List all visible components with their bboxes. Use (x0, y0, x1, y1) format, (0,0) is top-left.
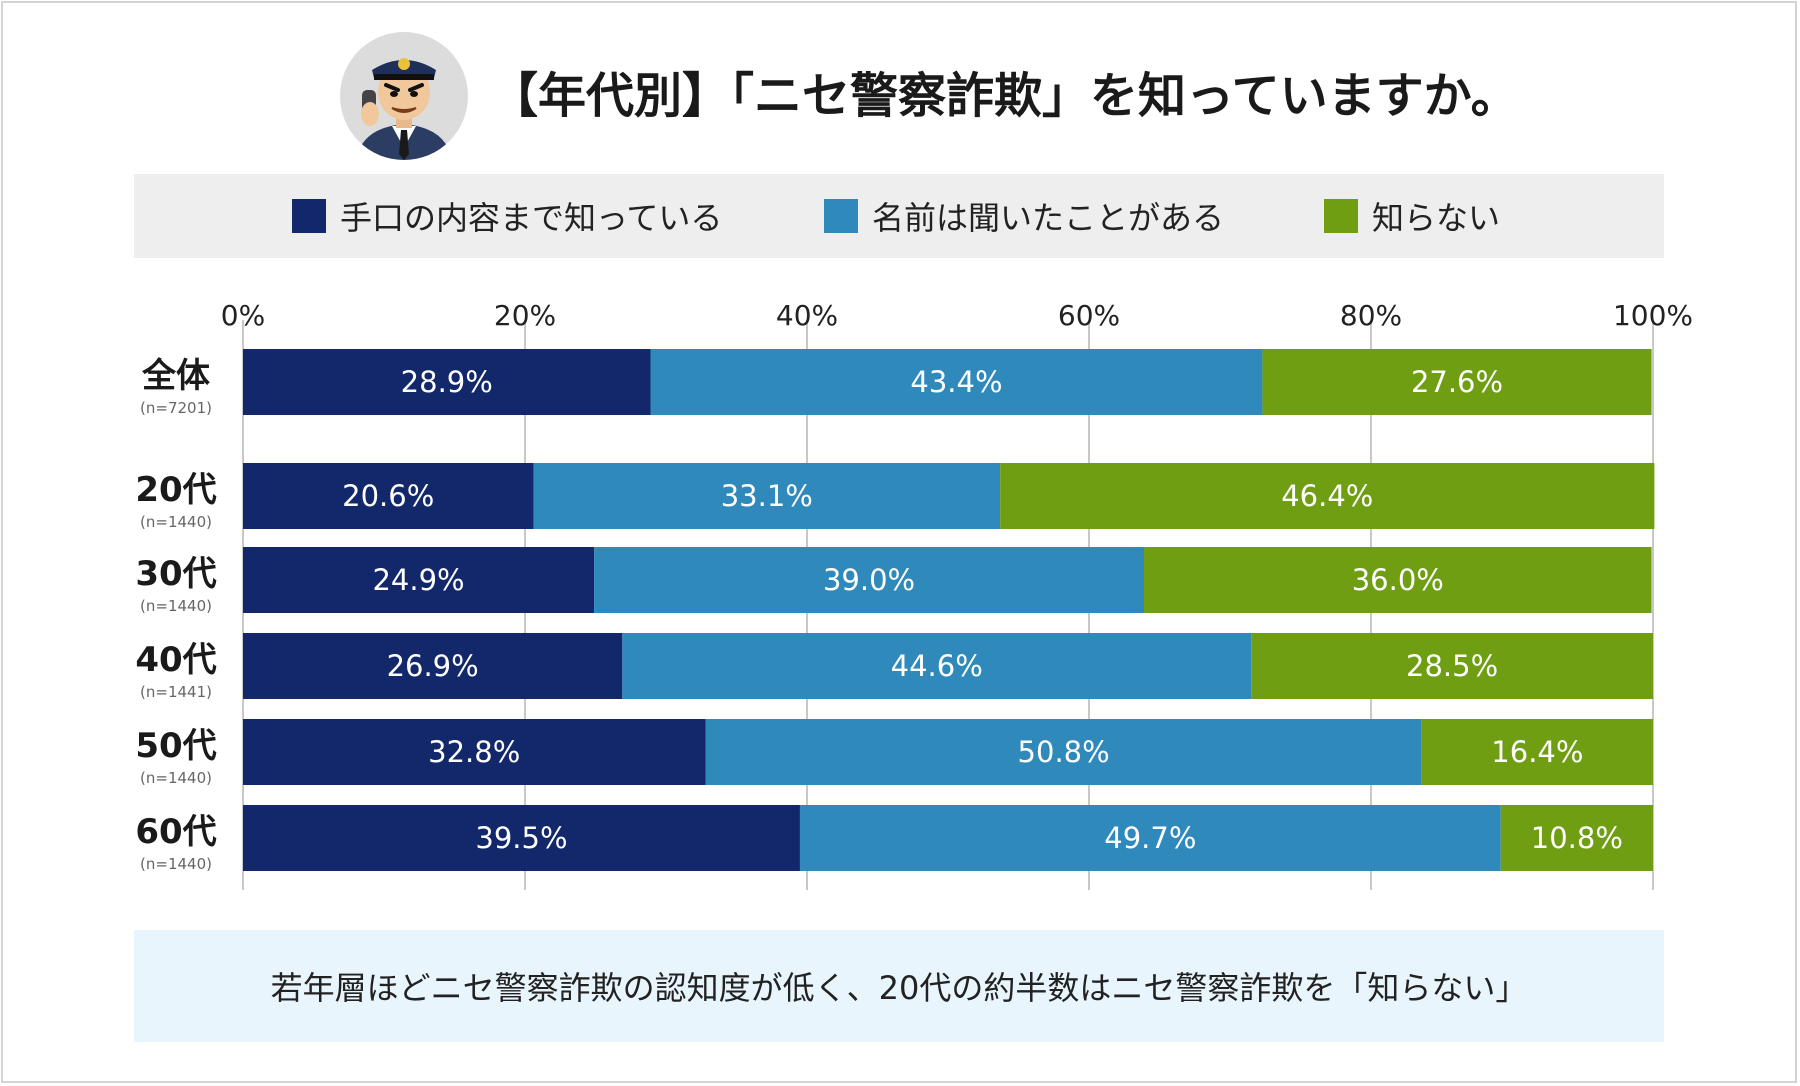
legend-item-known-method: 手口の内容まで知っている (292, 196, 723, 237)
summary-note-text: 若年層ほどニセ警察詐欺の認知度が低く、20代の約半数はニセ警察詐欺を「知らない」 (270, 969, 1528, 1007)
data-label: 43.4% (910, 365, 1002, 399)
data-label: 33.1% (721, 479, 813, 513)
stacked-bar-chart: 0% 20% 40% 60% 80% 100% 28.9% 43.4% 27.6% 全体 (n=72… (135, 299, 1693, 890)
x-tick-label: 100% (1613, 299, 1693, 332)
legend-item-unknown: 知らない (1324, 196, 1501, 237)
legend-swatch-unknown (1324, 199, 1358, 233)
summary-note: 若年層ほどニセ警察詐欺の認知度が低く、20代の約半数はニセ警察詐欺を「知らない」 (134, 930, 1664, 1042)
data-label: 26.9% (387, 649, 479, 683)
bar-segment-known-method (243, 463, 534, 529)
data-label: 10.8% (1531, 821, 1623, 855)
legend: 手口の内容まで知っている 名前は聞いたことがある 知らない (134, 174, 1664, 258)
data-label: 39.5% (475, 821, 567, 855)
x-tick-label: 0% (221, 299, 265, 332)
bar-segment-unknown (1251, 633, 1653, 699)
data-label: 32.8% (428, 735, 520, 769)
data-label: 24.9% (372, 563, 464, 597)
data-label: 44.6% (891, 649, 983, 683)
category-label: 40代 (135, 640, 216, 680)
data-label: 27.6% (1411, 365, 1503, 399)
data-label: 28.9% (401, 365, 493, 399)
legend-label-unknown: 知らない (1372, 199, 1501, 237)
x-tick-label: 80% (1340, 299, 1402, 332)
bar-segment-heard-name (533, 463, 1001, 529)
bar-segment-known-method (243, 805, 800, 871)
x-tick-label: 20% (494, 299, 556, 332)
category-sample-size: (n=1440) (140, 855, 212, 873)
bar-segment-known-method (243, 719, 706, 785)
police-officer-on-phone-icon (340, 32, 468, 160)
bar-segment-heard-name (594, 547, 1144, 613)
x-tick-label: 60% (1058, 299, 1120, 332)
bar-segment-known-method (243, 633, 623, 699)
legend-swatch-heard-name (824, 199, 858, 233)
bar-segment-unknown (1421, 719, 1653, 785)
chart-title: 【年代別】「ニセ警察詐欺」を知っていますか。 (490, 68, 1519, 124)
bar-segment-heard-name (705, 719, 1422, 785)
category-label: 60代 (135, 812, 216, 852)
x-tick-label: 40% (776, 299, 838, 332)
bar-segment-known-method (243, 349, 651, 415)
data-label: 28.5% (1406, 649, 1498, 683)
bar-segment-known-method (243, 547, 595, 613)
bar-segment-unknown (1000, 463, 1655, 529)
bar-segment-unknown (1143, 547, 1652, 613)
data-label: 20.6% (342, 479, 434, 513)
bar-segment-heard-name (622, 633, 1252, 699)
category-label: 50代 (135, 726, 216, 766)
data-label: 50.8% (1018, 735, 1110, 769)
legend-label-heard-name: 名前は聞いたことがある (872, 199, 1225, 237)
data-label: 46.4% (1281, 479, 1373, 513)
data-label: 39.0% (823, 563, 915, 597)
category-sample-size: (n=7201) (140, 399, 212, 417)
category-label: 30代 (135, 554, 216, 594)
legend-label-known-method: 手口の内容まで知っている (340, 199, 723, 237)
category-sample-size: (n=1440) (140, 769, 212, 787)
category-sample-size: (n=1440) (140, 597, 212, 615)
legend-item-heard-name: 名前は聞いたことがある (824, 196, 1225, 237)
category-label: 全体 (141, 356, 210, 396)
category-sample-size: (n=1441) (140, 683, 212, 701)
data-label: 49.7% (1104, 821, 1196, 855)
bar-segment-unknown (1500, 805, 1653, 871)
category-label: 20代 (135, 470, 216, 510)
bar-segment-heard-name (799, 805, 1501, 871)
data-label: 36.0% (1352, 563, 1444, 597)
legend-swatch-known-method (292, 199, 326, 233)
bar-segment-unknown (1262, 349, 1652, 415)
bar-segment-heard-name (650, 349, 1263, 415)
data-label: 16.4% (1491, 735, 1583, 769)
category-sample-size: (n=1440) (140, 513, 212, 531)
